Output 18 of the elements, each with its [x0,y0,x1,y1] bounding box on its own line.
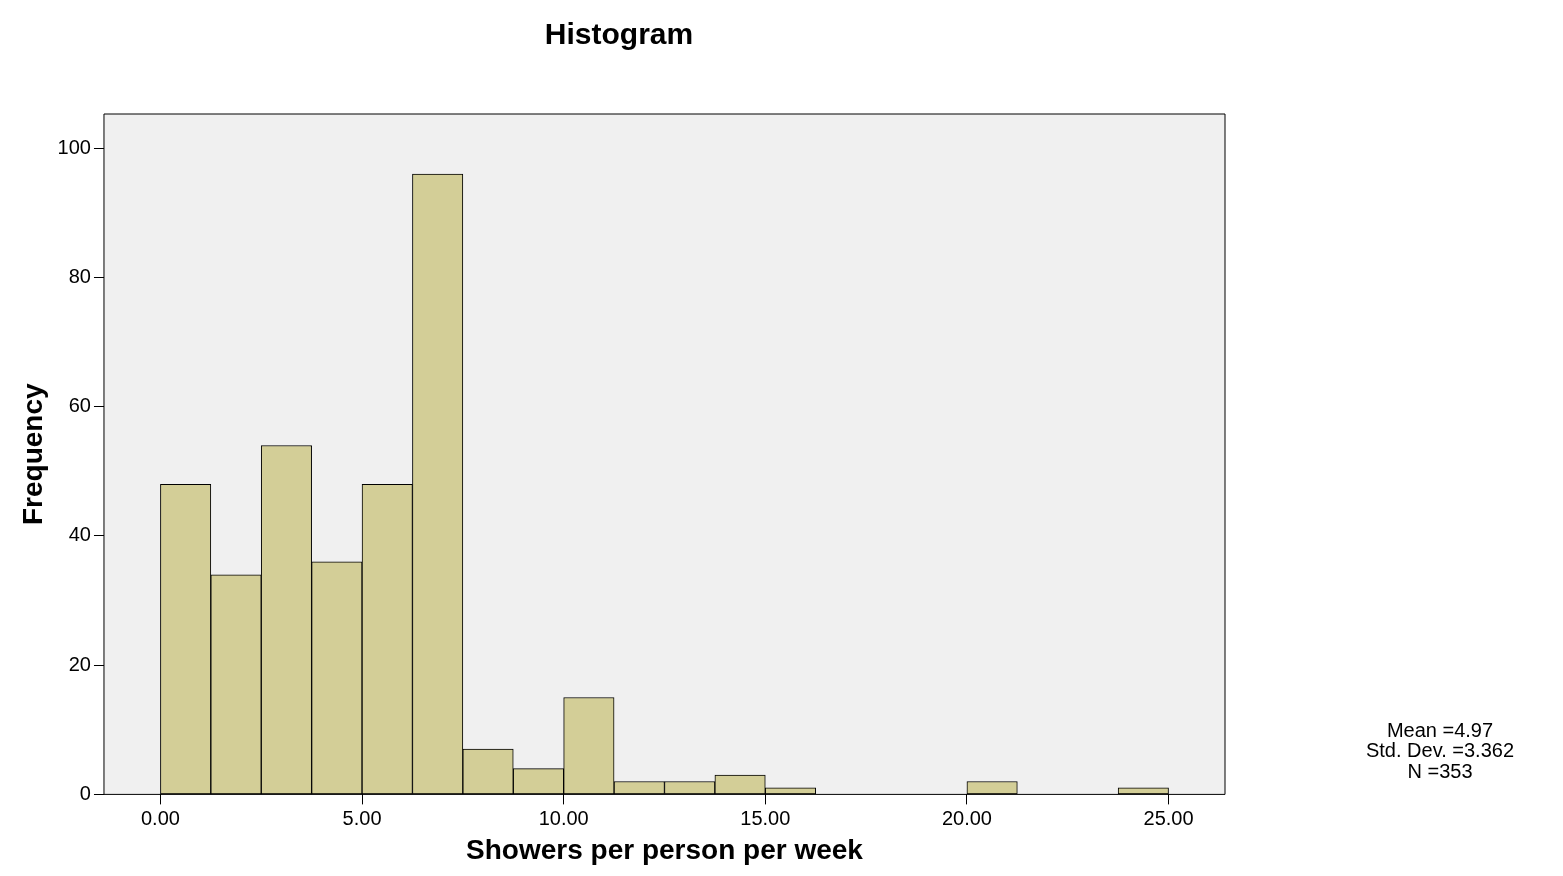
x-tick-label: 20.00 [941,806,992,829]
chart-title: Histogram [544,17,694,51]
y-tick-label: 80 [68,264,91,287]
text: N =353 [1407,759,1473,782]
x-tick-label: 5.00 [342,806,382,829]
text: Mean =4.97 [1386,718,1494,741]
x-tick-label: 25.00 [1143,806,1194,829]
text: Std. Dev. =3.362 [1365,739,1515,762]
x-tick-label: 10.00 [538,806,589,829]
y-tick-label: 0 [79,781,91,804]
y-tick-label: 60 [68,394,91,417]
y-tick-label: 20 [68,652,91,675]
x-tick-label: 15.00 [740,806,791,829]
y-tick-label: 100 [57,135,91,158]
y-tick-label: 40 [68,523,91,546]
x-axis-title: Showers per person per week [466,833,864,865]
y-axis-title: Frequency [16,382,48,525]
x-tick-label: 0.00 [140,806,180,829]
